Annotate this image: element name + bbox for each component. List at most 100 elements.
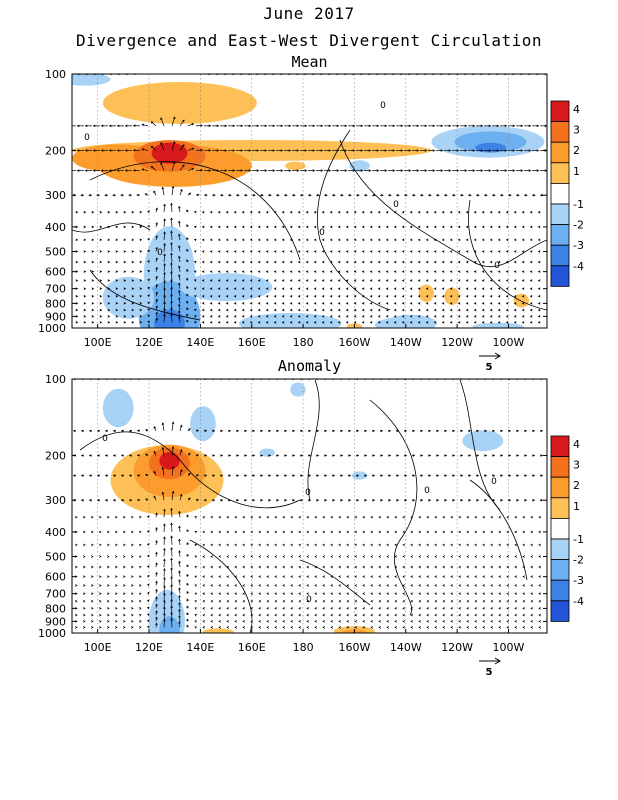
colorbar-label: -1 — [573, 533, 584, 546]
y-tick-label: 600 — [45, 266, 66, 279]
x-tick-label: 120W — [441, 641, 473, 654]
colorbar-swatch — [550, 121, 570, 143]
colorbar-swatch — [550, 518, 570, 540]
colorbar-swatch — [550, 265, 570, 287]
shade-region — [385, 314, 437, 328]
chart-title: June 2017 — [263, 4, 355, 23]
y-tick-label: 500 — [45, 246, 66, 259]
colorbar-label: 3 — [573, 459, 580, 472]
shade-region — [290, 382, 306, 397]
contour-line — [339, 139, 547, 268]
shade-region — [159, 452, 180, 470]
y-tick-label: 1000 — [38, 627, 66, 640]
y-tick-label: 300 — [45, 189, 66, 202]
shade-region — [351, 471, 368, 480]
shade-region — [202, 628, 234, 633]
panel-title: Mean — [291, 53, 327, 71]
plot-area: 0 0 0 0 0 — [72, 379, 544, 633]
reference-label: 5 — [486, 667, 493, 678]
x-tick-label: 100E — [84, 336, 112, 349]
contour-label: 0 — [424, 486, 430, 496]
x-tick-label: 140E — [186, 336, 214, 349]
contour-line — [189, 539, 253, 633]
colorbar-label: -3 — [573, 239, 584, 252]
y-tick-label: 900 — [45, 615, 66, 628]
contour-label: 0 — [494, 261, 500, 271]
colorbar-swatch — [550, 244, 570, 267]
shade-region — [102, 276, 155, 319]
y-tick-label: 100 — [45, 68, 66, 81]
y-tick-label: 700 — [45, 588, 66, 601]
y-tick-label: 500 — [45, 551, 66, 564]
shade-region — [472, 322, 524, 328]
shade-region — [259, 448, 275, 457]
colorbar-swatch — [550, 162, 570, 184]
x-tick-label: 120E — [135, 336, 163, 349]
x-tick-label: 120W — [441, 336, 473, 349]
colorbar-swatch — [550, 476, 570, 499]
y-tick-label: 700 — [45, 283, 66, 296]
colorbar-label: 3 — [573, 124, 580, 137]
vector-field — [72, 74, 547, 324]
colorbar-label: 1 — [573, 165, 580, 178]
x-tick-label: 180 — [293, 641, 314, 654]
x-tick-label: 160E — [238, 641, 266, 654]
shade-region — [190, 406, 216, 442]
contour-line — [307, 379, 320, 501]
shade-region — [285, 161, 306, 171]
contour-label: 0 — [306, 595, 312, 605]
reference-arrowhead — [494, 352, 501, 360]
chart-subtitle: Divergence and East-West Divergent Circu… — [75, 31, 543, 50]
colorbar-swatch — [550, 203, 570, 226]
shade-region — [179, 273, 273, 302]
y-tick-label: 200 — [45, 144, 66, 157]
y-tick-label: 800 — [45, 602, 66, 615]
contour-label: 0 — [491, 477, 497, 487]
contour-label: 0 — [157, 248, 163, 258]
contour-line — [89, 161, 301, 261]
colorbar-swatch — [550, 224, 570, 246]
plot-frame — [71, 73, 548, 329]
colorbar-label: 2 — [573, 479, 580, 492]
plot-frame — [71, 378, 548, 634]
colorbar-label: -4 — [573, 260, 584, 273]
colorbar-swatch — [550, 456, 570, 478]
colorbar-swatch — [550, 141, 570, 164]
shade-region — [72, 74, 111, 86]
contour-line — [468, 199, 547, 311]
x-tick-label: 160W — [338, 336, 370, 349]
reference-label: 5 — [486, 362, 493, 373]
colorbar-label: 1 — [573, 500, 580, 513]
contour-line — [72, 222, 151, 233]
panel-title: Anomaly — [278, 357, 341, 375]
x-tick-label: 100W — [493, 336, 525, 349]
shade-region — [513, 293, 530, 308]
y-tick-label: 800 — [45, 297, 66, 310]
shade-region — [475, 142, 506, 153]
contour-label: 0 — [84, 133, 90, 143]
contour-line — [369, 399, 418, 616]
y-tick-label: 200 — [45, 449, 66, 462]
shade-region — [102, 81, 257, 124]
contour-label: 0 — [305, 488, 311, 498]
x-tick-label: 120E — [135, 641, 163, 654]
colorbar-label: -1 — [573, 198, 584, 211]
colorbar-label: -3 — [573, 574, 584, 587]
contour-label: 0 — [319, 228, 325, 238]
colorbar-swatch — [550, 579, 570, 602]
reference-arrowhead — [494, 657, 501, 665]
x-tick-label: 140W — [390, 336, 422, 349]
shade-region — [159, 616, 180, 633]
reference-vector: 5 — [479, 657, 501, 678]
colorbar-label: -2 — [573, 219, 584, 232]
x-tick-label: 160W — [338, 641, 370, 654]
shade-region — [462, 430, 504, 452]
y-tick-label: 100 — [45, 373, 66, 386]
y-tick-label: 1000 — [38, 322, 66, 335]
x-tick-label: 100E — [84, 641, 112, 654]
contour-line — [316, 129, 391, 311]
colorbar-label: -4 — [573, 595, 584, 608]
colorbar-swatch — [550, 497, 570, 519]
